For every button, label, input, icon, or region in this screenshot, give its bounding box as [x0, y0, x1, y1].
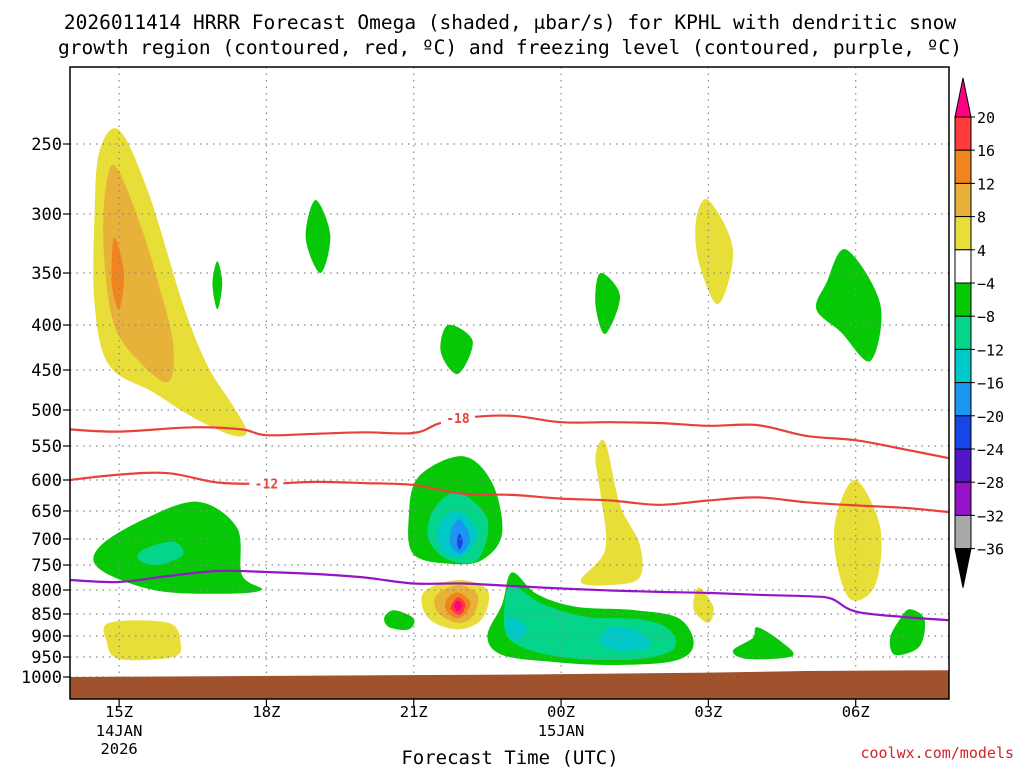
y-tick-label-900: 900 [31, 627, 62, 647]
colorbar-label-0: 20 [977, 109, 995, 127]
omega-negative-upper-small-2 [305, 199, 331, 274]
dgz-contour-18 [69, 414, 950, 460]
colorbar-label-6: −8 [977, 308, 995, 326]
omega-negative-upper-small-4 [595, 272, 621, 335]
plot-frame [69, 66, 950, 700]
y-tick-label-450: 450 [31, 361, 62, 381]
y-axis: 2503003504004505005506006507007508008509… [21, 135, 70, 688]
colorbar-label-3: 8 [977, 209, 986, 227]
colorbar-band-4 [954, 216, 972, 251]
y-tick-label-850: 850 [31, 605, 62, 625]
colorbar: 20 16 12 8 4 −4 −8 −12 −16 −20 −24 −28 −32 −36 [954, 77, 1004, 588]
dgz-contour-12-label-bg [249, 475, 284, 491]
omega-positive-mid-right-1 [580, 439, 643, 586]
y-tick-label-400: 400 [31, 316, 62, 336]
y-tick-label-600: 600 [31, 471, 62, 491]
colorbar-label-2: 12 [977, 175, 995, 193]
y-tick-label-950: 950 [31, 648, 62, 668]
colorbar-label-4: 4 [977, 242, 986, 260]
ground-layer [70, 670, 949, 699]
colorbar-label-11: −28 [977, 474, 1004, 492]
omega-negative-low-center-inner [503, 584, 677, 661]
x-tick-label-00Z: 00Z [547, 703, 575, 721]
colorbar-label-5: −4 [977, 275, 995, 293]
y-tick-label-250: 250 [31, 135, 62, 155]
omega-positive-low-center-peak [454, 600, 462, 612]
x-tick-label-21Z: 21Z [400, 703, 428, 721]
ground-surface [70, 670, 949, 699]
x-tick-date-00Z: 15JAN [538, 722, 585, 740]
y-tick-label-650: 650 [31, 502, 62, 522]
colorbar-band-8 [954, 348, 972, 384]
colorbar-label-13: −36 [977, 541, 1004, 559]
omega-negative-low-center-core-2 [599, 626, 651, 651]
dgz-contour-12 [69, 471, 950, 514]
omega-negative-upper-right [815, 249, 882, 362]
omega-negative-upper-small-3 [440, 324, 473, 375]
y-tick-label-750: 750 [31, 556, 62, 576]
omega-shading-layer [93, 128, 926, 666]
colorbar-band-9 [954, 382, 972, 417]
freezing-level-contour [69, 569, 950, 622]
credit-text: coolwx.com/models [860, 744, 1014, 762]
x-tick-year-15Z: 2026 [100, 740, 137, 758]
y-tick-label-800: 800 [31, 581, 62, 601]
colorbar-label-10: −24 [977, 441, 1004, 459]
colorbar-label-12: −32 [977, 507, 1004, 525]
colorbar-band-2 [954, 149, 972, 184]
colorbar-label-7: −12 [977, 341, 1004, 359]
y-tick-label-1000: 1000 [21, 668, 62, 688]
dgz-contour-18-label-bg [440, 409, 475, 425]
y-tick-label-550: 550 [31, 437, 62, 457]
colorbar-band-5 [954, 249, 972, 284]
colorbar-band-1 [954, 116, 972, 151]
colorbar-band-11 [954, 448, 972, 483]
y-tick-label-500: 500 [31, 401, 62, 421]
colorbar-label-9: −20 [977, 408, 1004, 426]
omega-negative-low-right-1 [732, 627, 794, 660]
x-tick-label-06Z: 06Z [842, 703, 870, 721]
x-tick-label-18Z: 18Z [252, 703, 280, 721]
y-tick-label-700: 700 [31, 530, 62, 550]
omega-positive-low-left [103, 620, 182, 661]
omega-negative-center-deep [457, 533, 463, 550]
x-axis-title: Forecast Time (UTC) [401, 747, 618, 768]
colorbar-label-8: −16 [977, 375, 1004, 393]
colorbar-label-1: 16 [977, 142, 995, 160]
omega-positive-upper-mid [103, 164, 174, 383]
omega-negative-low-right-2 [889, 609, 926, 656]
y-tick-label-300: 300 [31, 205, 62, 225]
colorbar-band-13 [954, 514, 972, 550]
contour-layer: -18 -12 [69, 409, 950, 622]
chart-title-line1: 2026011414 HRRR Forecast Omega (shaded, … [64, 11, 956, 34]
chart-title-line2: growth region (contoured, red, ºC) and f… [58, 36, 962, 59]
y-tick-label-350: 350 [31, 264, 62, 284]
colorbar-bottom-triangle [954, 548, 972, 588]
omega-negative-mid-left-inner [137, 541, 184, 566]
colorbar-band-10 [954, 415, 972, 450]
colorbar-band-3 [954, 182, 972, 218]
grid-layer [70, 67, 949, 699]
omega-negative-low-center-core [506, 616, 527, 641]
colorbar-band-12 [954, 481, 972, 516]
colorbar-top-triangle [954, 77, 972, 118]
dgz-contour-18-label: -18 [446, 412, 470, 427]
omega-positive-mid-right-2 [833, 479, 882, 601]
x-tick-date-15Z: 14JAN [96, 722, 143, 740]
omega-positive-upper-core [111, 237, 125, 310]
x-tick-label-15Z: 15Z [105, 703, 133, 721]
omega-positive-upper-right [695, 199, 734, 305]
dgz-contour-12-label: -12 [255, 478, 278, 493]
x-tick-label-03Z: 03Z [694, 703, 722, 721]
omega-negative-upper-small-1 [212, 261, 223, 310]
omega-negative-low-left-small [384, 610, 415, 630]
colorbar-band-7 [954, 315, 972, 350]
colorbar-band-6 [954, 282, 972, 317]
